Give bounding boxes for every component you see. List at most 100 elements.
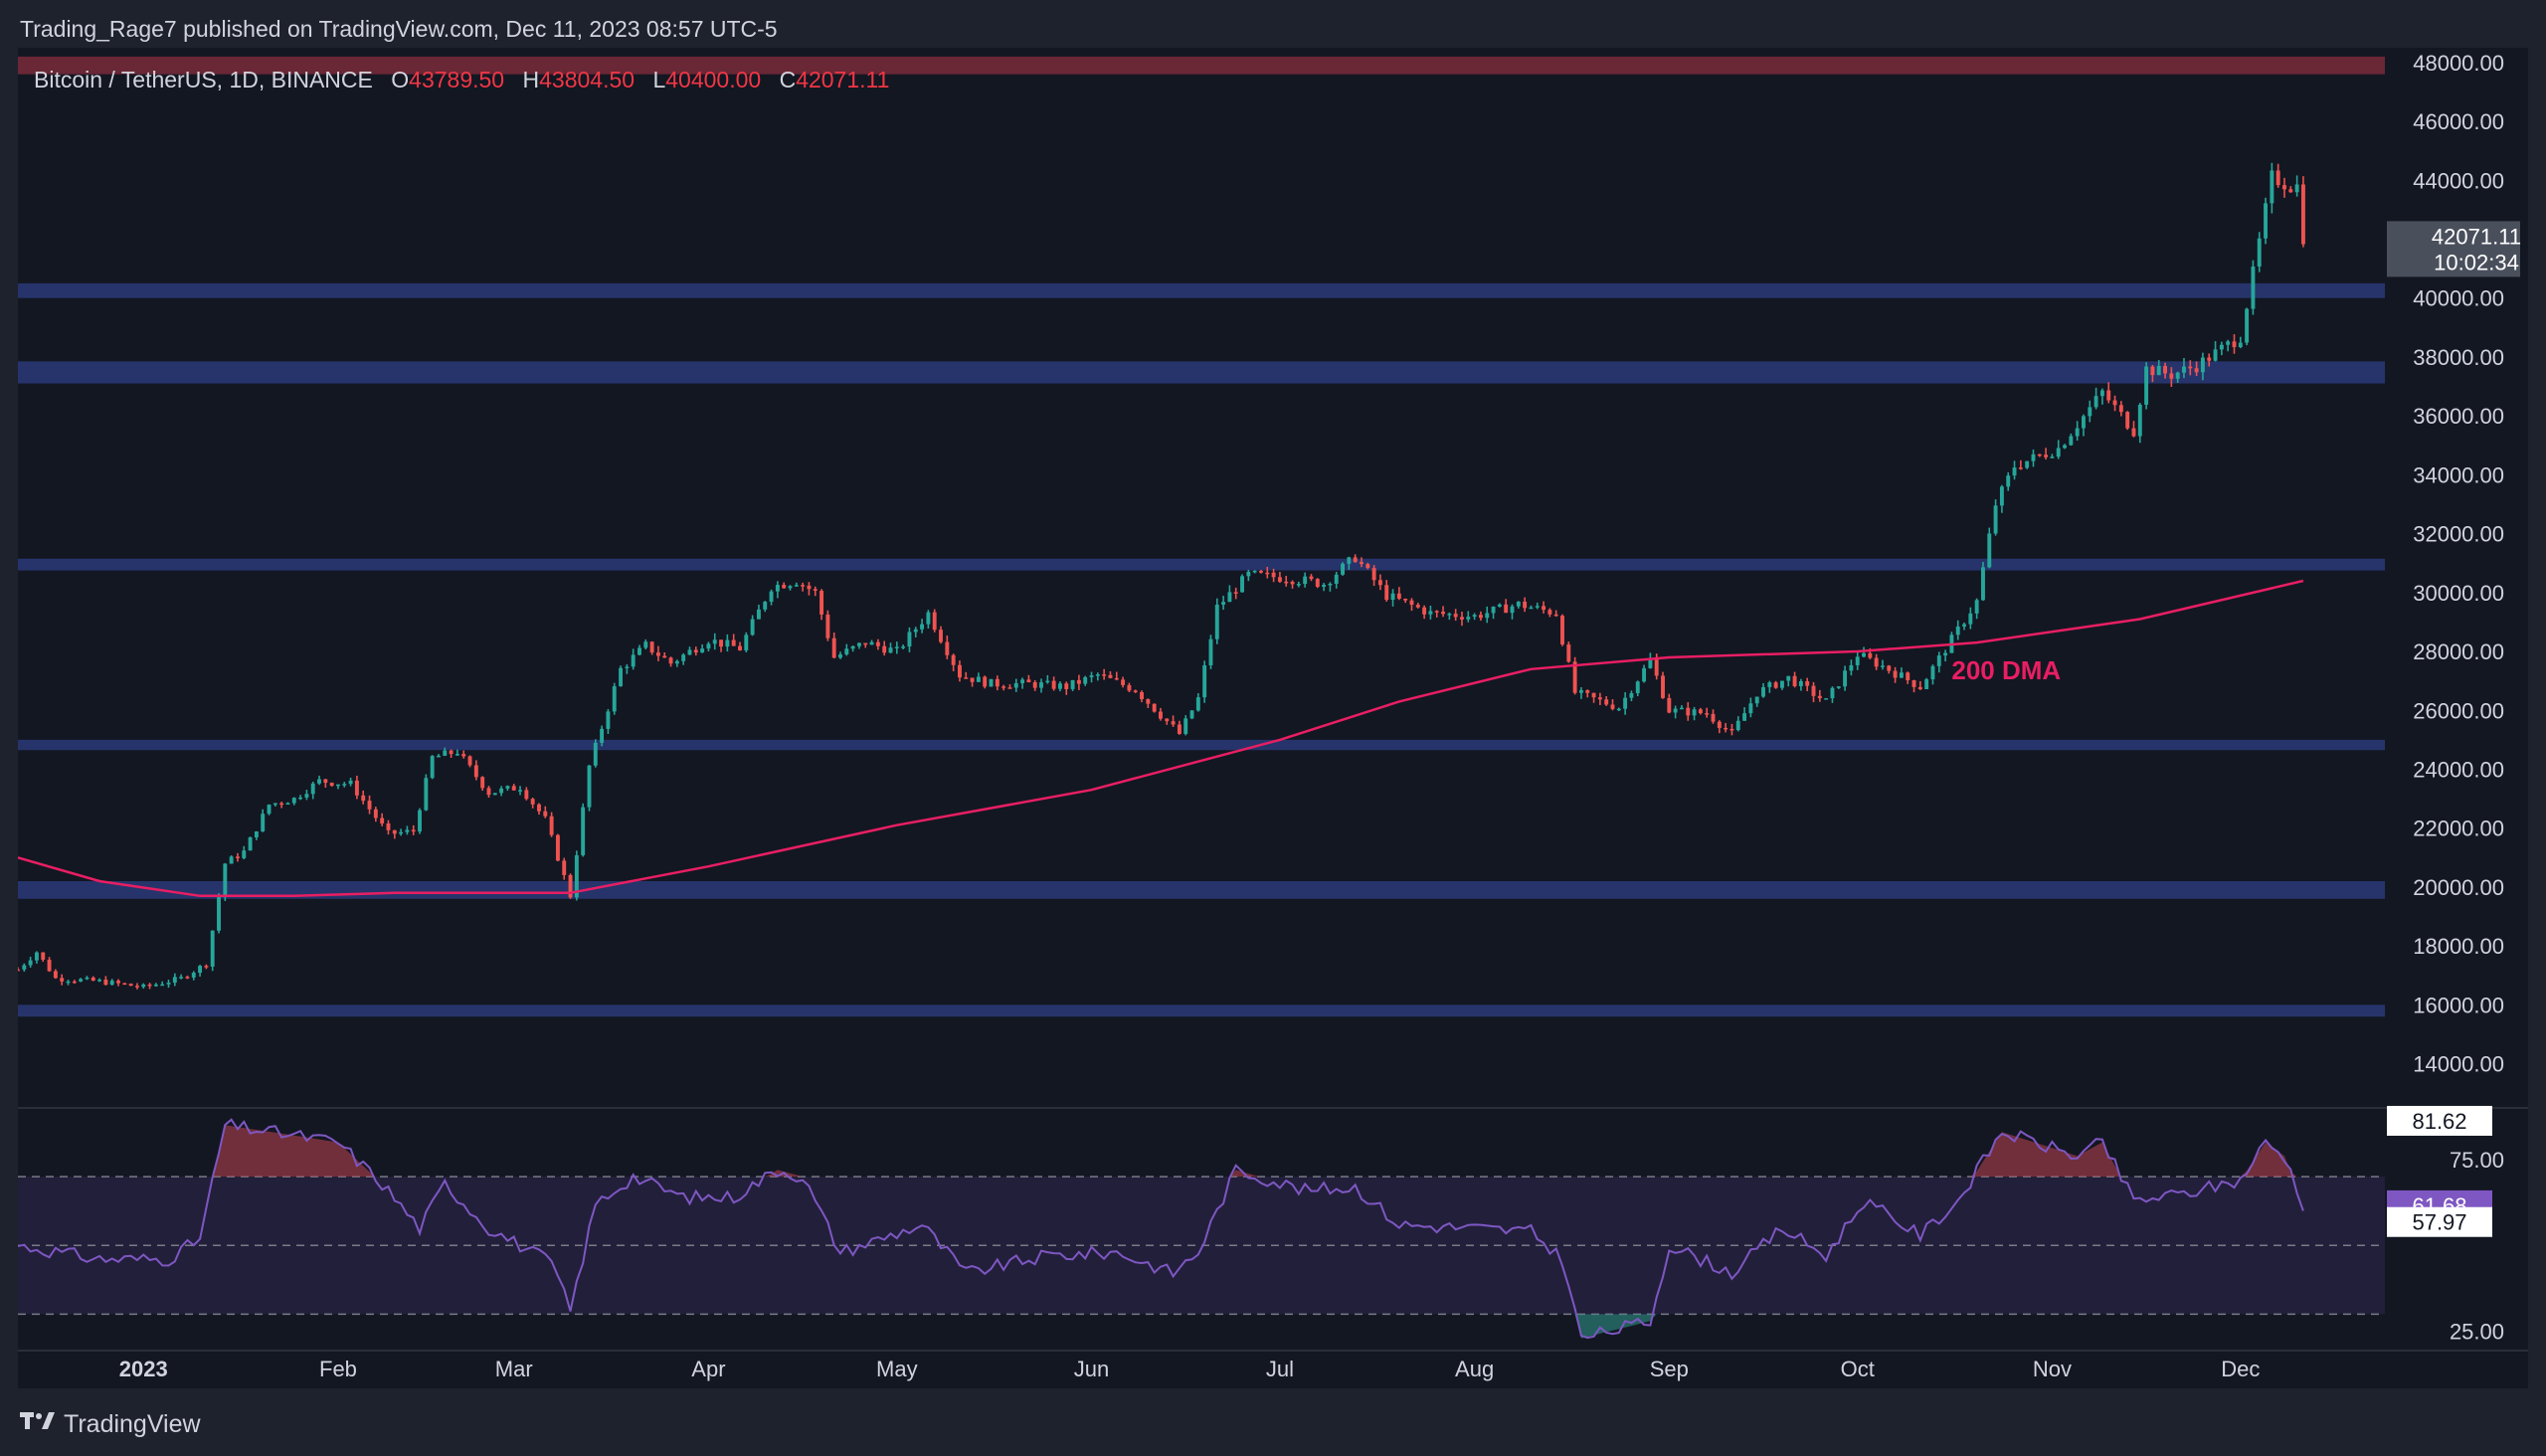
candle-body [1553, 614, 1558, 617]
candle [2219, 341, 2224, 356]
candle-body [882, 645, 887, 653]
candle [141, 983, 146, 989]
candle [1171, 715, 1176, 727]
candle-body [361, 795, 366, 802]
candle-body [1485, 613, 1490, 619]
candle [1240, 574, 1244, 593]
candle-body [1221, 602, 1226, 605]
candle-body [1516, 601, 1521, 607]
candle-body [1447, 614, 1452, 616]
candle [217, 893, 221, 934]
candle [310, 781, 315, 800]
candle-body [1497, 604, 1502, 607]
candle [907, 627, 912, 652]
candle-body [738, 645, 742, 650]
candle-body [179, 977, 184, 979]
price-chart[interactable]: 200 DMA 48000.0046000.0044000.0042000.00… [18, 48, 2528, 1388]
candle-body [1597, 697, 1602, 700]
candle-body [2257, 238, 2262, 267]
candle-body [1836, 686, 1841, 688]
candle [1259, 570, 1263, 574]
candle-body [2238, 342, 2243, 348]
candle-body [1698, 709, 1703, 714]
candle-body [1409, 600, 1414, 606]
candle [1208, 635, 1213, 669]
candle [1535, 602, 1540, 610]
candle [116, 979, 120, 987]
candle-body [1309, 576, 1314, 580]
candle [1133, 689, 1138, 693]
candle-body [1277, 577, 1282, 582]
candle [2131, 421, 2136, 438]
candle [2275, 163, 2280, 188]
candle [926, 610, 931, 630]
candle [775, 581, 780, 599]
candle [499, 786, 504, 797]
candle [1227, 585, 1232, 603]
candle-body [819, 590, 824, 615]
candle-body [2044, 455, 2049, 457]
candle-body [1127, 684, 1132, 691]
rsi-marker-box [2387, 1105, 2492, 1136]
candle [1051, 676, 1056, 691]
candle [1341, 562, 1345, 576]
candle [1705, 707, 1710, 718]
candles-layer [18, 162, 2305, 990]
candle [373, 807, 378, 822]
candle [229, 855, 234, 864]
candle [1007, 684, 1012, 689]
candle-body [619, 667, 624, 687]
candle [894, 641, 899, 654]
candle-body [511, 786, 516, 791]
candle-body [932, 612, 937, 631]
candle-body [354, 780, 359, 796]
last-price-value: 42071.11 [2432, 224, 2521, 249]
candle [1773, 680, 1778, 689]
candle-body [863, 642, 868, 645]
candle-body [813, 589, 818, 591]
candle [1491, 606, 1496, 620]
candle [706, 641, 711, 652]
candle [1466, 611, 1471, 623]
candle-body [782, 585, 787, 589]
zone-6 [18, 1004, 2385, 1017]
candle [210, 930, 215, 972]
candle [850, 645, 855, 652]
candle [179, 974, 184, 980]
time-tick-label: Mar [495, 1357, 533, 1381]
candle-body [317, 779, 321, 784]
candle-body [1102, 674, 1107, 676]
close-value: 42071.11 [796, 67, 890, 92]
candle [631, 648, 636, 670]
candle-body [1089, 675, 1094, 677]
candle [875, 638, 880, 650]
candle-body [103, 980, 108, 986]
candle [1742, 707, 1747, 721]
candle-body [97, 980, 102, 982]
candle-body [2025, 460, 2030, 468]
candle [2207, 353, 2212, 367]
chart-area[interactable]: 200 DMA 48000.0046000.0044000.0042000.00… [18, 48, 2528, 1388]
candle-body [1195, 697, 1200, 711]
candle [1729, 723, 1734, 736]
price-tick-label: 18000.00 [2413, 934, 2504, 959]
price-tick-label: 30000.00 [2413, 581, 2504, 606]
candle-body [1729, 728, 1734, 731]
candle-body [329, 783, 334, 786]
candle-body [1748, 703, 1753, 714]
candle [1183, 715, 1188, 736]
candle [1623, 692, 1628, 715]
candle [235, 852, 240, 862]
candle [122, 983, 127, 986]
candle [1146, 698, 1151, 708]
candle-body [116, 981, 120, 984]
candle-body [1591, 692, 1596, 698]
candle-body [1233, 592, 1238, 594]
candle [492, 793, 497, 796]
candle-body [267, 805, 272, 815]
candle [1516, 601, 1521, 609]
candle [549, 812, 554, 837]
high-value: 43804.50 [539, 67, 636, 92]
candle-body [323, 779, 328, 784]
candle [1566, 641, 1571, 663]
